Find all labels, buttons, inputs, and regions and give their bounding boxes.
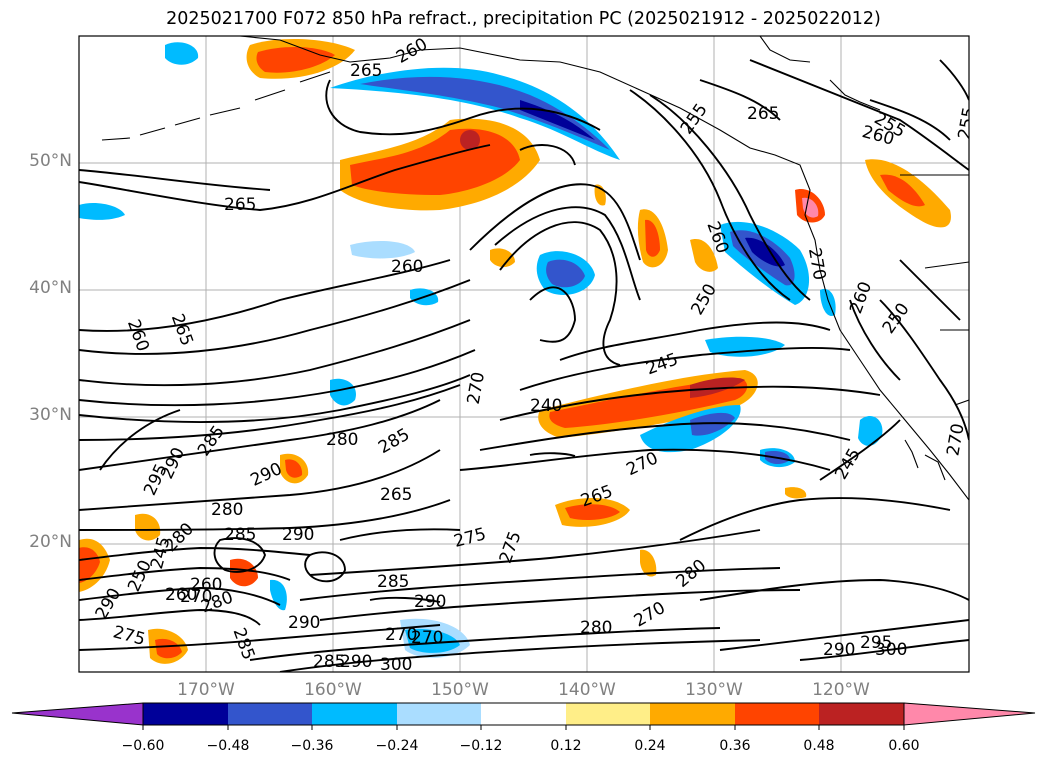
lon-label: 120°W [812, 680, 870, 700]
lon-label: 160°W [304, 680, 362, 700]
colorbar-tick-label: 0.60 [888, 738, 920, 754]
lon-label: 140°W [558, 680, 616, 700]
colorbar-bin [650, 703, 735, 725]
contour-label: 260 [190, 575, 222, 595]
lon-label: 130°W [685, 680, 743, 700]
contour-label: 260 [165, 585, 197, 605]
colorbar-bin [312, 703, 397, 725]
map-title: 2025021700 F072 850 hPa refract., precip… [166, 9, 881, 29]
contour-label: 270 [385, 625, 417, 645]
contour-label: 290 [282, 525, 314, 545]
colorbar-tick-label: −0.12 [459, 738, 503, 754]
colorbar-bin [397, 703, 481, 725]
coastlines [101, 36, 969, 501]
colorbar-bin [566, 703, 650, 725]
colorbar-frame [142, 702, 905, 726]
contour-label: 270 [411, 628, 443, 648]
contour-label: 285 [224, 525, 256, 545]
contour-label: 285 [313, 652, 345, 672]
colorbar-tick-label: 0.24 [634, 738, 666, 754]
colorbar-tick-label: 0.36 [719, 738, 751, 754]
colorbar [11, 702, 1036, 730]
colorbar-bin [819, 703, 904, 725]
lon-label: 150°W [431, 680, 489, 700]
lat-label: 30°N [29, 405, 72, 425]
colorbar-bin [228, 703, 312, 725]
contour-label: 285 [377, 572, 409, 592]
contour-label: 295 [860, 633, 892, 653]
lat-label: 40°N [29, 278, 72, 298]
contour-label: 265 [350, 61, 382, 81]
colorbar-min-extend [11, 702, 144, 726]
contour-label: 280 [211, 500, 243, 520]
contour-label: 260 [391, 257, 423, 277]
contour-label: 270 [180, 587, 212, 607]
contour-label: 255 [955, 106, 980, 141]
contour-label: 290 [414, 592, 446, 612]
colorbar-tick-label: 0.48 [803, 738, 835, 754]
colorbar-tick-label: −0.60 [121, 738, 165, 754]
colorbar-bin [481, 703, 566, 725]
colorbar-tick-label: 0.12 [550, 738, 582, 754]
colorbar-bin [143, 703, 228, 725]
colorbar-bin [735, 703, 819, 725]
contour-label: 240 [530, 396, 562, 416]
contour-label: 290 [340, 652, 372, 672]
colorbar-max-extend [903, 702, 1036, 726]
lat-label: 50°N [29, 151, 72, 171]
contour-label: 265 [747, 104, 779, 124]
colorbar-tick-label: −0.36 [290, 738, 334, 754]
contour-label: 290 [288, 613, 320, 633]
colorbar-tick-label: −0.24 [375, 738, 419, 754]
contour-label: 300 [875, 640, 907, 660]
contour-label: 265 [380, 485, 412, 505]
contour-label: 290 [823, 640, 855, 660]
contour-label: 280 [580, 618, 612, 638]
contour-label: 280 [326, 430, 358, 450]
lon-label: 170°W [177, 680, 235, 700]
contour-label: 300 [380, 655, 412, 675]
refractivity-contours [79, 59, 969, 672]
lat-label: 20°N [29, 532, 72, 552]
contour-label: 265 [224, 195, 256, 215]
colorbar-tick-label: −0.48 [206, 738, 250, 754]
map-frame [78, 35, 970, 673]
